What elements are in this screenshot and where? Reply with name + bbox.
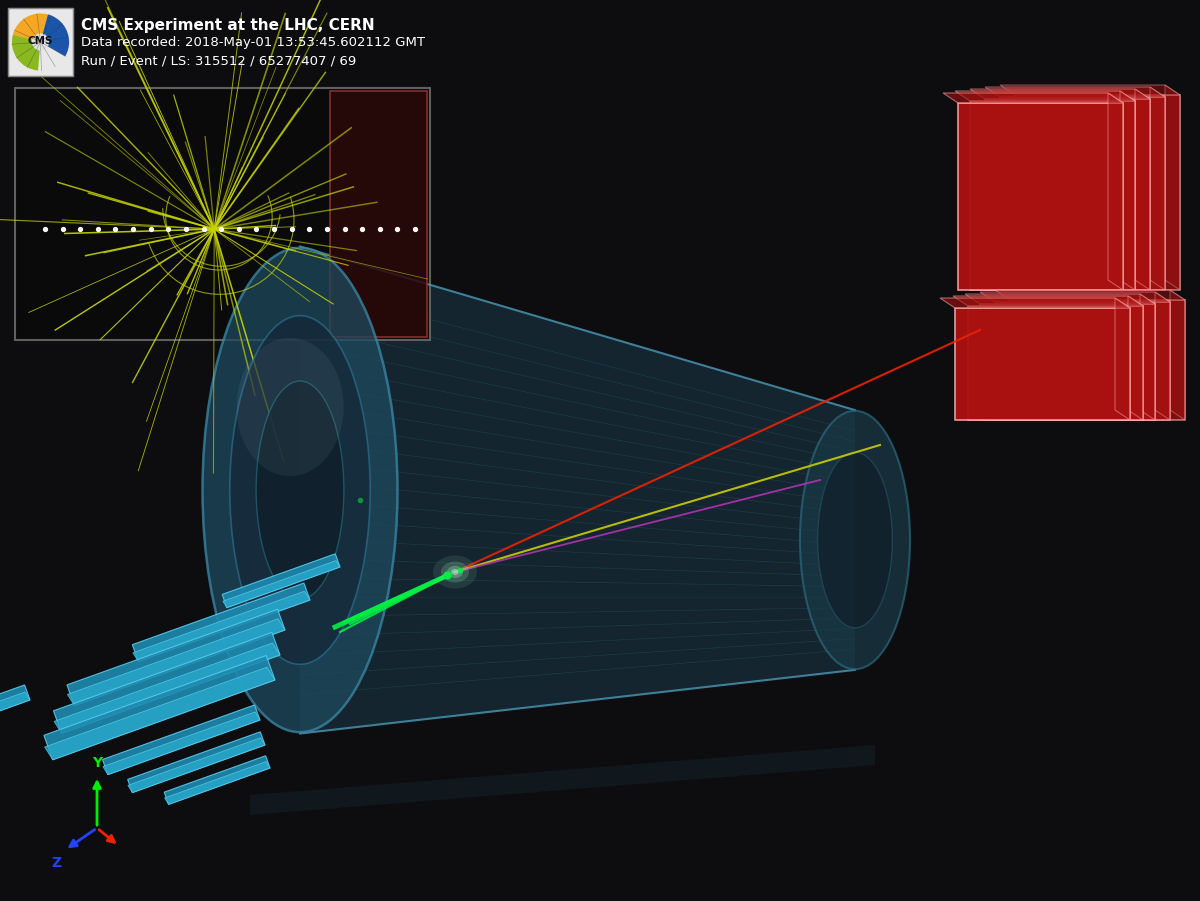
Polygon shape [1128, 296, 1142, 420]
Polygon shape [44, 668, 275, 760]
Polygon shape [943, 93, 1123, 103]
Text: Z: Z [50, 856, 61, 870]
Wedge shape [12, 34, 41, 70]
Polygon shape [1170, 290, 1186, 420]
Ellipse shape [236, 338, 343, 476]
Polygon shape [953, 296, 1142, 306]
Polygon shape [133, 591, 310, 661]
Polygon shape [103, 712, 260, 775]
Text: Data recorded: 2018-May-01 13:53:45.602112 GMT: Data recorded: 2018-May-01 13:53:45.6021… [82, 36, 425, 49]
Polygon shape [54, 643, 280, 733]
Bar [958, 103, 1123, 290]
Polygon shape [0, 685, 30, 749]
Polygon shape [164, 761, 270, 805]
Polygon shape [1000, 85, 1180, 95]
Wedge shape [41, 42, 70, 56]
Bar [995, 302, 1170, 420]
Bar [980, 304, 1154, 420]
Text: CMS: CMS [28, 35, 53, 46]
Text: Run / Event / LS: 315512 / 65277407 / 69: Run / Event / LS: 315512 / 65277407 / 69 [82, 54, 356, 67]
Bar [330, 91, 427, 337]
Bar [970, 101, 1135, 290]
Bar [14, 88, 430, 340]
Bar [8, 8, 73, 76]
Polygon shape [0, 692, 30, 749]
Ellipse shape [433, 556, 478, 588]
Ellipse shape [800, 411, 910, 669]
Bar [1000, 97, 1165, 290]
Polygon shape [965, 294, 1154, 304]
Polygon shape [67, 619, 286, 705]
Polygon shape [980, 292, 1170, 302]
Wedge shape [41, 14, 70, 42]
Bar [1015, 95, 1180, 290]
Wedge shape [13, 14, 48, 42]
Polygon shape [102, 705, 260, 775]
Polygon shape [995, 290, 1186, 300]
Polygon shape [955, 91, 1135, 101]
Ellipse shape [442, 561, 469, 583]
Bar [968, 306, 1142, 420]
Polygon shape [1150, 87, 1165, 290]
Polygon shape [1140, 294, 1154, 420]
Polygon shape [250, 745, 875, 815]
Polygon shape [300, 247, 854, 733]
Bar [955, 308, 1130, 420]
Polygon shape [44, 656, 275, 760]
Polygon shape [1165, 85, 1180, 290]
Polygon shape [223, 560, 340, 607]
Polygon shape [1115, 298, 1130, 420]
Polygon shape [1154, 292, 1170, 420]
Ellipse shape [230, 315, 370, 664]
Polygon shape [970, 89, 1150, 99]
Text: Y: Y [92, 756, 102, 770]
Polygon shape [940, 298, 1130, 308]
Polygon shape [1120, 91, 1135, 290]
Text: CMS Experiment at the LHC, CERN: CMS Experiment at the LHC, CERN [82, 18, 374, 33]
Polygon shape [127, 732, 265, 793]
Ellipse shape [32, 33, 49, 50]
Bar [985, 99, 1150, 290]
Bar [1010, 300, 1186, 420]
Polygon shape [164, 756, 270, 805]
Polygon shape [1108, 93, 1123, 290]
Polygon shape [222, 554, 340, 607]
Ellipse shape [203, 248, 397, 733]
Ellipse shape [446, 566, 463, 578]
Ellipse shape [451, 569, 458, 575]
Ellipse shape [256, 381, 344, 599]
Polygon shape [1135, 89, 1150, 290]
Polygon shape [132, 583, 310, 661]
Polygon shape [128, 738, 265, 793]
Polygon shape [985, 87, 1165, 97]
Ellipse shape [817, 452, 893, 628]
Polygon shape [67, 609, 286, 705]
Bar [8, 8, 73, 76]
Polygon shape [54, 633, 280, 733]
